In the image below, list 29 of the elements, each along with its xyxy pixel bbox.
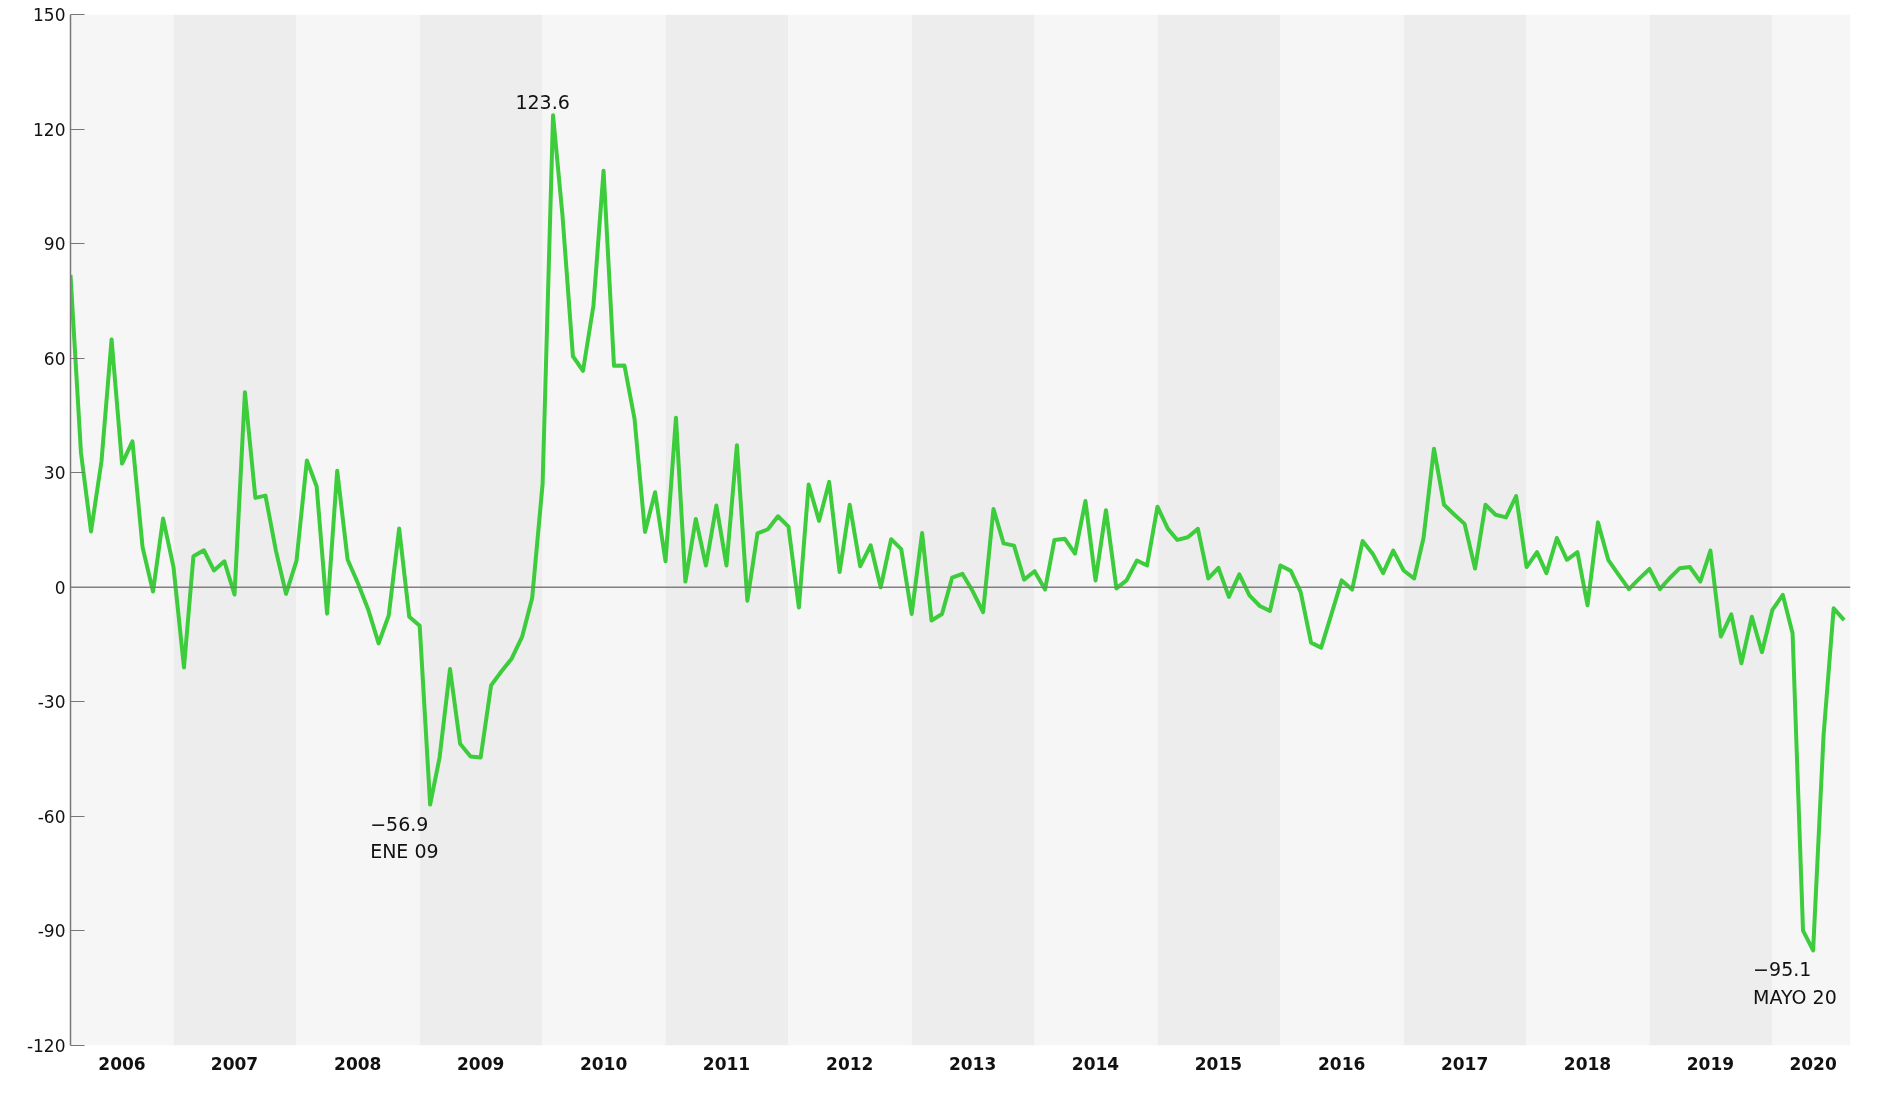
x-tick-label: 2018 [1563,1053,1612,1074]
y-tick-label: 90 [43,234,66,255]
x-tick-label: 2016 [1318,1053,1366,1074]
y-tick-label: 120 [33,119,66,140]
x-tick-label: 2006 [98,1053,146,1074]
y-tick-label: -120 [26,1036,66,1056]
x-tick-label: 2020 [1789,1053,1837,1074]
y-tick-label: 150 [33,5,66,25]
annotation: −95.1 MAYO 20 [1753,958,1837,1008]
y-tick-label: -30 [37,692,66,713]
x-tick-label: 2015 [1194,1053,1243,1074]
y-tick-label: 0 [54,577,66,598]
y-tick-label: -60 [37,806,66,827]
line-series [70,113,1847,953]
x-tick-label: 2014 [1071,1053,1120,1074]
x-tick-label: 2019 [1686,1053,1735,1074]
x-tick-label: 2017 [1440,1053,1489,1074]
y-tick-label: 60 [43,348,66,369]
x-tick-label: 2010 [579,1053,628,1074]
x-tick-label: 2007 [210,1053,259,1074]
y-tick-label: -90 [37,921,66,942]
x-tick-label: 2013 [948,1053,997,1074]
x-tick-label: 2012 [826,1053,874,1074]
x-tick-label: 2008 [334,1053,382,1074]
x-tick-label: 2011 [702,1053,751,1074]
x-tick-label: 2009 [456,1053,505,1074]
annotation: −56.9 ENE 09 [370,812,439,863]
annotation: 123.6 [515,91,570,114]
y-tick-label: 30 [43,463,66,484]
